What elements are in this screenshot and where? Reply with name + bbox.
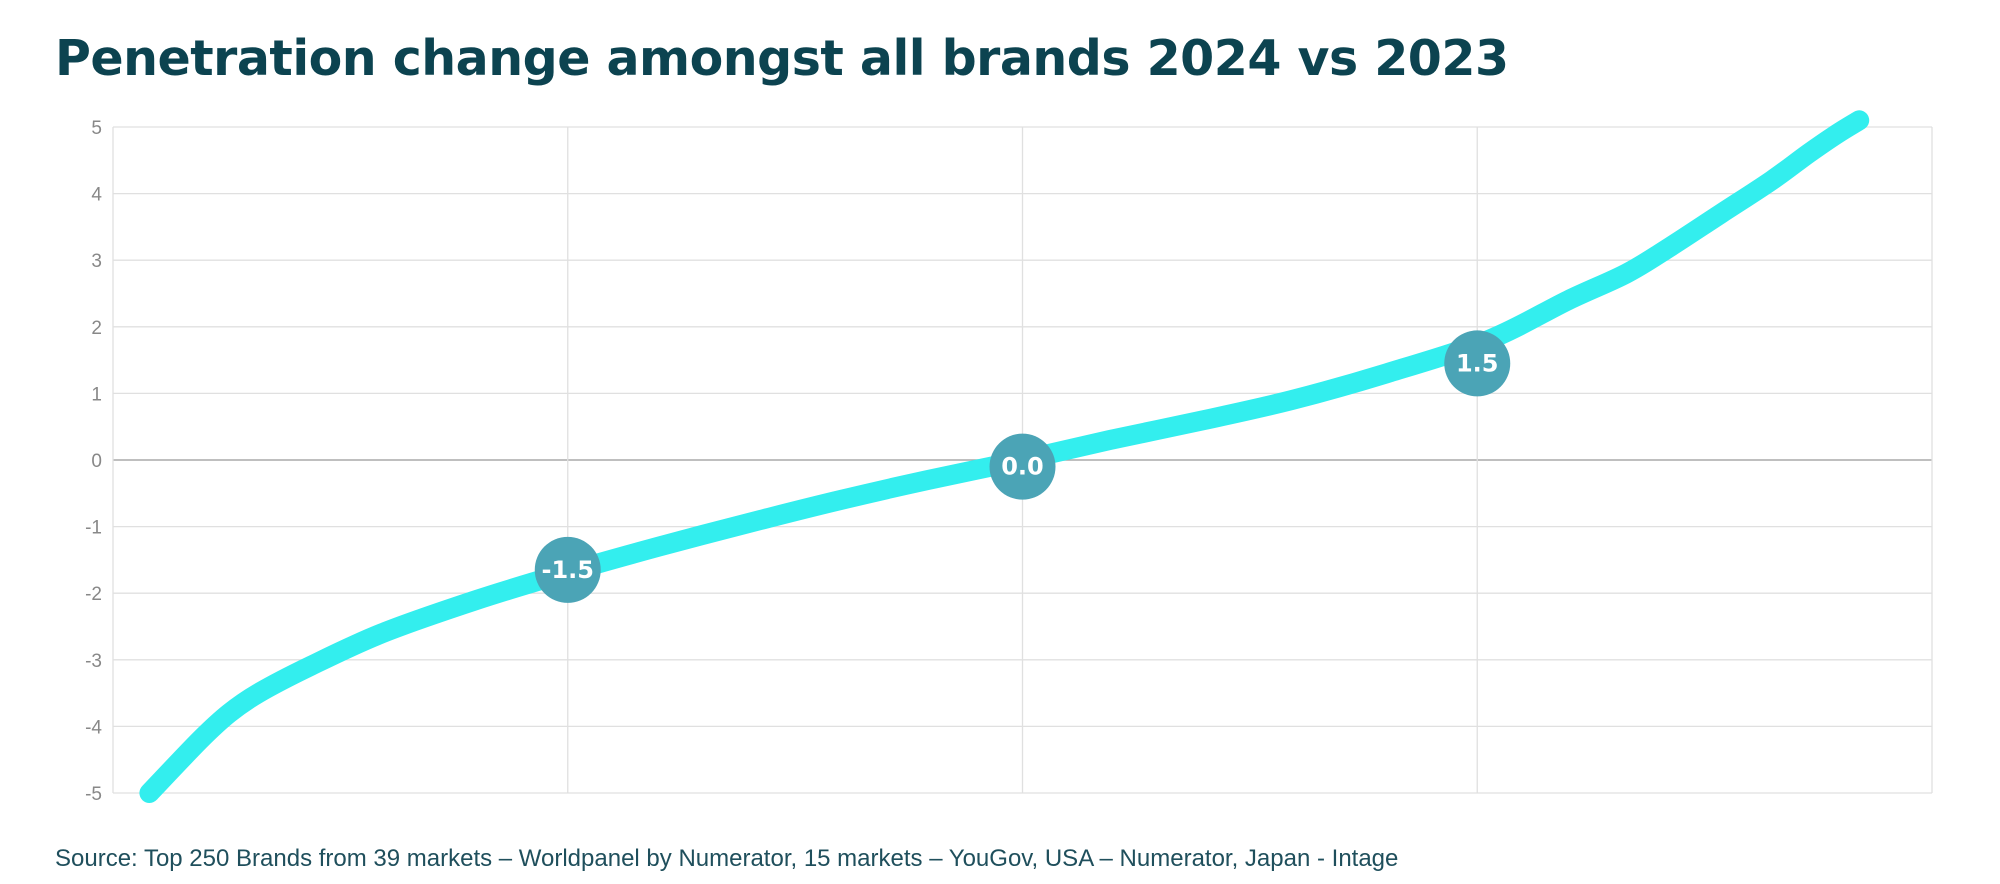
chart-title: Penetration change amongst all brands 20… <box>55 30 1509 87</box>
annotation-label: -1.5 <box>542 556 594 584</box>
annotation-label: 1.5 <box>1456 349 1499 377</box>
y-tick-label: -2 <box>85 584 102 605</box>
y-tick-label: -5 <box>85 784 102 805</box>
plot-area: 5 4 3 2 1 0 -1 -2 -3 -4 -5 -1.5 0.0 1.5 <box>85 110 1933 805</box>
annotation-label: 0.0 <box>1001 453 1044 481</box>
annotation-marker <box>1444 330 1511 397</box>
y-tick-label: -1 <box>85 518 102 539</box>
y-axis-tick-labels: 5 4 3 2 1 0 -1 -2 -3 -4 -5 <box>85 118 102 805</box>
source-note: Source: Top 250 Brands from 39 markets –… <box>55 845 1399 872</box>
annotation-layer: -1.5 0.0 1.5 <box>534 330 1511 603</box>
y-tick-label: 0 <box>91 451 102 472</box>
annotation-marker <box>534 536 601 603</box>
y-tick-label: -4 <box>85 717 102 738</box>
y-tick-label: 5 <box>91 118 102 139</box>
y-tick-label: 1 <box>91 384 102 405</box>
grid-layer <box>112 126 1933 794</box>
y-tick-label: 3 <box>91 251 102 272</box>
annotation-marker <box>989 433 1056 500</box>
y-tick-label: 2 <box>91 318 102 339</box>
y-tick-label: -3 <box>85 651 102 672</box>
y-tick-label: 4 <box>91 185 102 206</box>
